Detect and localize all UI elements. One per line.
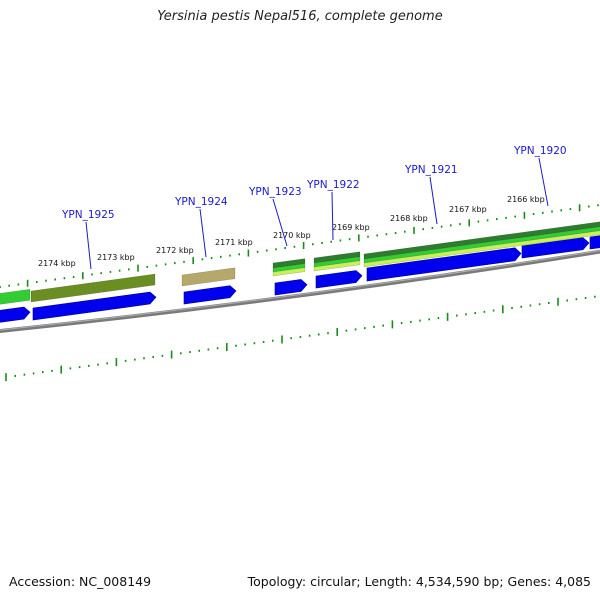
topology-label: Topology: circular; Length: 4,534,590 bp… — [247, 574, 591, 589]
scale-label: 2171 kbp — [215, 238, 253, 247]
gene-label: YPN_1924 — [174, 196, 228, 208]
feature-band — [0, 288, 31, 305]
cds-arrow — [183, 285, 237, 305]
gene-labels: YPN_1925 YPN_1924 YPN_1923 YPN_1922 YPN_1921… — [61, 145, 567, 270]
scale-label: 2172 kbp — [156, 246, 194, 255]
genome-backbone-highlight — [0, 250, 600, 331]
cds-track — [0, 235, 600, 323]
outer-tick-ring — [0, 204, 599, 288]
scale-label: 2167 kbp — [449, 205, 487, 214]
feature-band — [272, 267, 306, 277]
gene-label: YPN_1920 — [513, 145, 567, 157]
cds-arrow — [521, 237, 590, 259]
feature-band — [363, 230, 600, 268]
scale-label: 2170 kbp — [273, 231, 311, 240]
scale-label: 2173 kbp — [97, 253, 135, 262]
cds-arrow — [32, 291, 157, 321]
gene-label: YPN_1923 — [248, 186, 302, 198]
feature-band — [30, 273, 156, 303]
gene-leader-line — [199, 208, 207, 258]
feature-band — [181, 267, 236, 287]
scale-labels: 2174 kbp 2173 kbp 2172 kbp 2171 kbp 2170 kbp… — [38, 195, 545, 268]
gene-leader-line — [429, 176, 438, 225]
gene-leader-line — [538, 157, 549, 207]
cds-arrow — [315, 270, 363, 289]
accession-label: Accession: NC_008149 — [9, 574, 152, 589]
genome-backbone — [0, 249, 600, 333]
scale-label: 2169 kbp — [332, 223, 370, 232]
inner-tick-ring — [5, 295, 596, 382]
gene-leader-line — [272, 198, 288, 247]
cds-arrow — [366, 247, 522, 282]
gene-label: YPN_1925 — [61, 209, 115, 221]
scale-label: 2174 kbp — [38, 259, 76, 268]
gene-leader-line — [331, 191, 334, 241]
gene-label: YPN_1922 — [306, 179, 360, 191]
gene-leader-line — [85, 221, 92, 270]
cds-arrow — [0, 306, 31, 323]
gene-label: YPN_1921 — [404, 164, 458, 176]
cds-arrow — [589, 235, 600, 250]
feature-band — [363, 221, 600, 260]
page-title: Yersinia pestis Nepal516, complete genom… — [157, 9, 443, 24]
feature-track — [0, 221, 600, 305]
scale-label: 2166 kbp — [507, 195, 545, 204]
feature-band — [363, 226, 600, 264]
scale-label: 2168 kbp — [390, 214, 428, 223]
cds-arrow — [274, 279, 308, 296]
feature-band — [313, 260, 361, 272]
